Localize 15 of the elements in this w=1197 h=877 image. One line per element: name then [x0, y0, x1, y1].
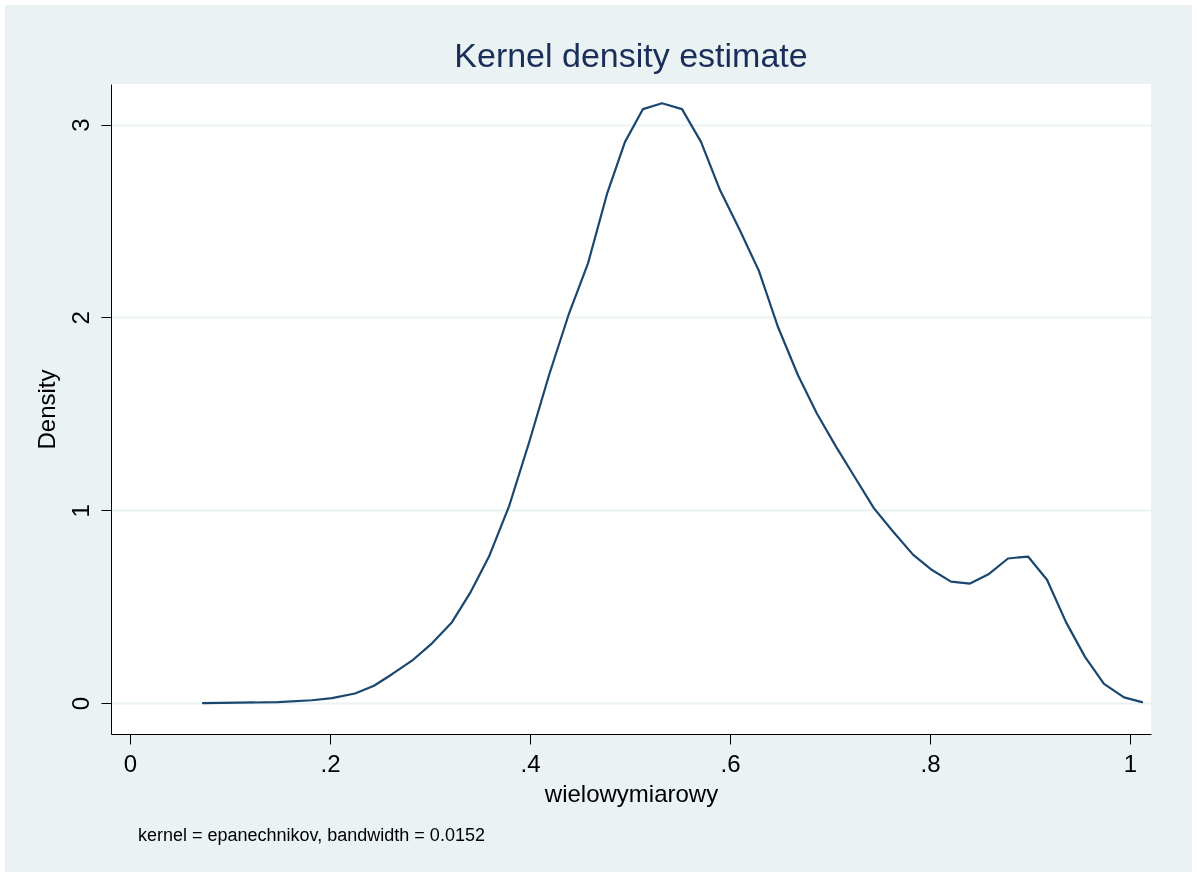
- x-axis-title: wielowymiarowy: [543, 779, 719, 807]
- x-tick-label: .8: [920, 749, 941, 777]
- chart-title: Kernel density estimate: [454, 36, 808, 74]
- text: kernel = epanechnikov, bandwidth = 0.0152: [138, 825, 485, 846]
- x-tick-label: 0: [123, 749, 138, 777]
- x-tick-label: 1: [1123, 749, 1138, 777]
- x-tick-label: .4: [520, 749, 541, 777]
- x-tick-label: .6: [720, 749, 741, 777]
- line-series: [201, 102, 1144, 705]
- x-tick-label: .2: [320, 749, 341, 777]
- y-axis-title: Density: [32, 369, 60, 450]
- y-tick-label: 1: [66, 504, 94, 518]
- y-tick-label: 0: [66, 696, 94, 711]
- y-tick-label: 3: [66, 118, 94, 132]
- y-tick-label: 2: [66, 311, 94, 325]
